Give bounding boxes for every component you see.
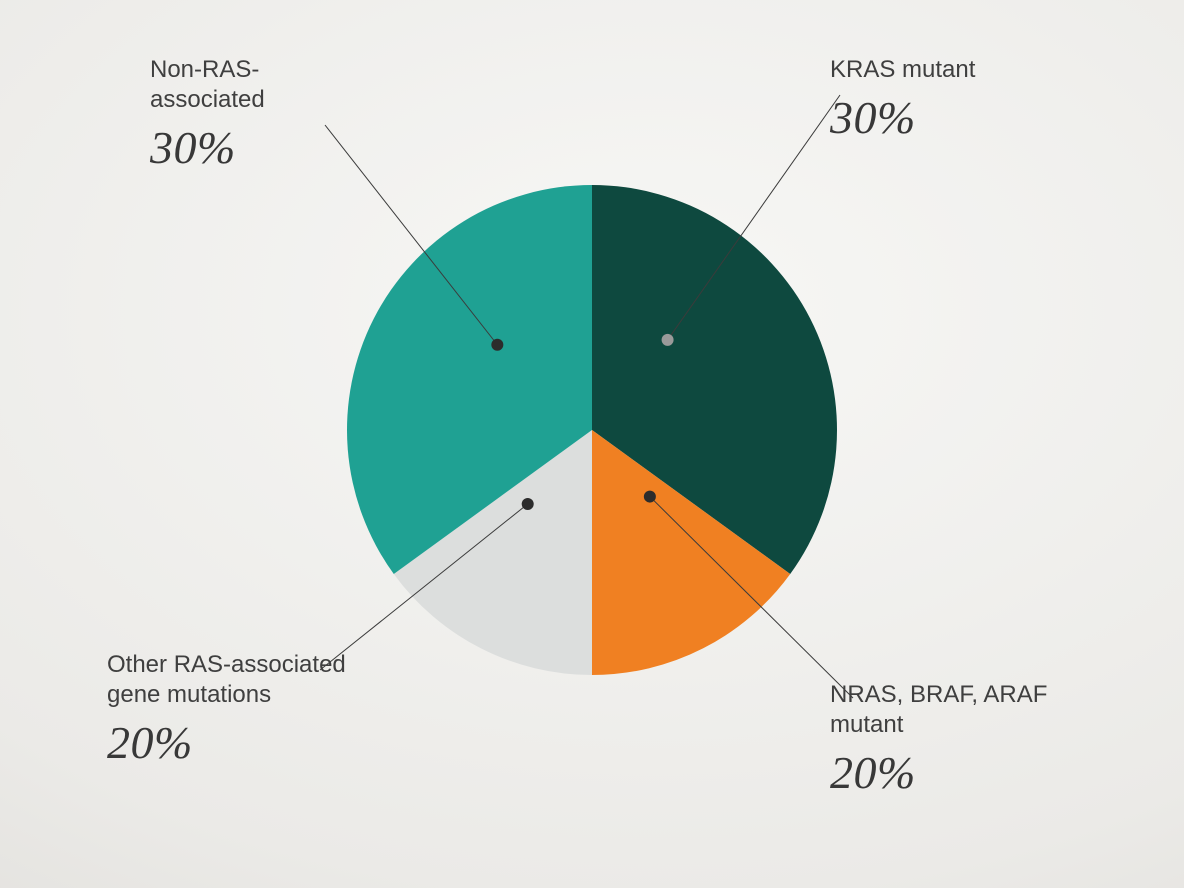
label-name-non-ras: Non-RAS-associated (150, 55, 350, 115)
label-percent-other-ras: 20% (107, 716, 347, 769)
label-percent-nras-braf-araf: 20% (830, 746, 1050, 799)
label-kras: KRAS mutant 30% (830, 55, 1050, 144)
leader-dot-kras (662, 334, 674, 346)
label-nras-braf-araf: NRAS, BRAF, ARAF mutant 20% (830, 680, 1050, 799)
label-name-kras: KRAS mutant (830, 55, 1050, 85)
label-name-other-ras: Other RAS-associated gene mutations (107, 650, 347, 710)
leader-dot-non-ras (491, 339, 503, 351)
label-percent-non-ras: 30% (150, 121, 350, 174)
label-other-ras: Other RAS-associated gene mutations 20% (107, 650, 347, 769)
leader-dot-nras-braf-araf (644, 491, 656, 503)
label-name-nras-braf-araf: NRAS, BRAF, ARAF mutant (830, 680, 1050, 740)
leader-dot-other-ras (522, 498, 534, 510)
label-percent-kras: 30% (830, 91, 1050, 144)
pie-slices (347, 185, 837, 675)
label-non-ras: Non-RAS-associated 30% (150, 55, 350, 174)
